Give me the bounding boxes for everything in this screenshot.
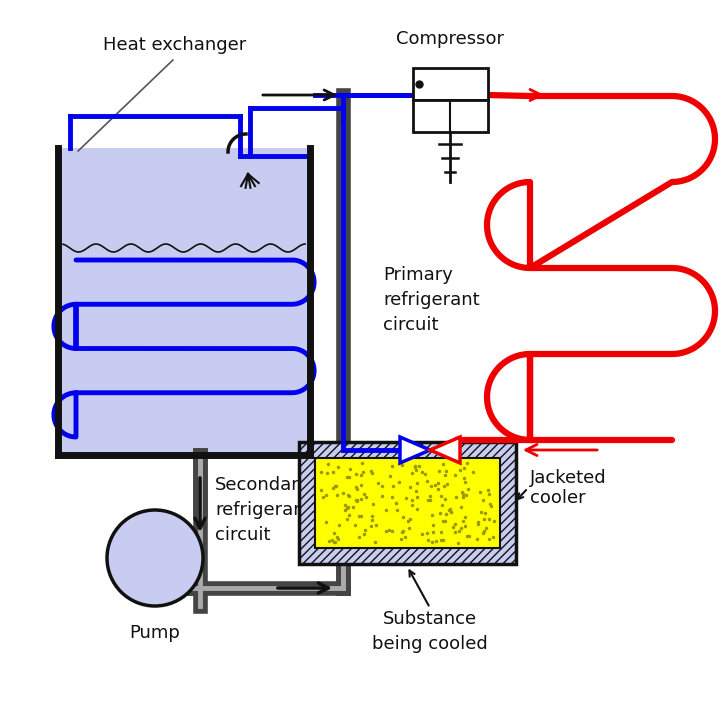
Text: Primary
refrigerant
circuit: Primary refrigerant circuit [383, 266, 480, 334]
Text: Compressor: Compressor [396, 30, 504, 48]
Text: Heat exchanger: Heat exchanger [104, 36, 247, 54]
Text: Secondary
refrigerant
circuit: Secondary refrigerant circuit [215, 476, 312, 544]
Text: Substance
being cooled: Substance being cooled [372, 610, 488, 653]
Bar [315, 458, 500, 548]
Bar [299, 442, 516, 564]
Text: Jacketed
cooler: Jacketed cooler [530, 469, 607, 508]
Polygon shape [430, 437, 460, 463]
Polygon shape [400, 437, 430, 463]
Bar [60, 148, 308, 453]
Bar [413, 68, 488, 100]
Text: Pump: Pump [130, 624, 181, 642]
Bar [413, 100, 488, 132]
Circle shape [107, 510, 203, 606]
